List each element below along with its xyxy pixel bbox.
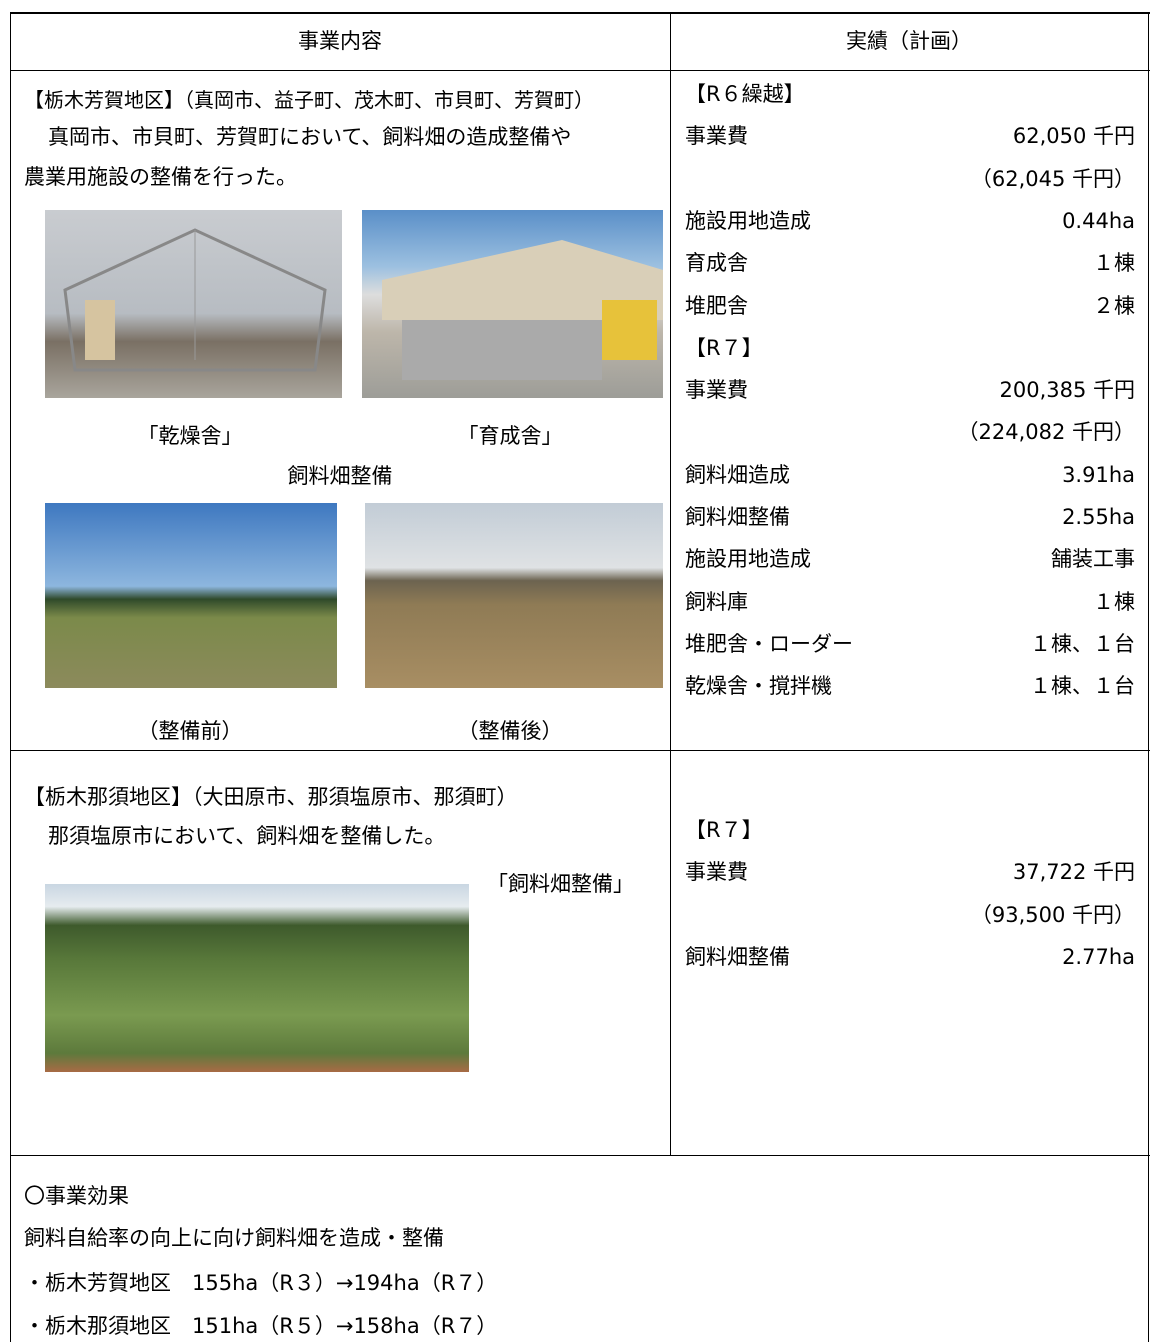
- border: [10, 1155, 1150, 1156]
- item-plan: （224,082 千円）: [957, 420, 1135, 445]
- item-label: 施設用地造成: [685, 208, 811, 233]
- photo-drawing: [382, 240, 663, 380]
- photo: [362, 210, 663, 398]
- item-label: 育成舎: [685, 251, 748, 276]
- effects-line: ・栃木那須地区 151ha（R５）→158ha（R７）: [24, 1314, 498, 1338]
- item-label: 事業費: [685, 378, 748, 403]
- effects-line: 飼料自給率の向上に向け飼料畑を造成・整備: [24, 1226, 444, 1250]
- item-label: 飼料畑整備: [685, 944, 790, 969]
- photo: [45, 503, 337, 688]
- item-label: 乾燥舎・撹拌機: [685, 674, 832, 699]
- item-value: 2.55ha: [1062, 505, 1135, 529]
- effects-title: 〇事業効果: [24, 1184, 129, 1208]
- caption: 「乾燥舎」: [137, 424, 243, 448]
- text: 真岡市、市貝町、芳賀町において、飼料畑の造成整備や: [48, 125, 572, 149]
- header: 実績（計画）: [846, 29, 972, 53]
- effects-line: ・栃木芳賀地区 155ha（R３）→194ha（R７）: [24, 1271, 498, 1295]
- item-label: 堆肥舎: [685, 293, 748, 318]
- item-plan: （93,500 千円）: [970, 902, 1135, 927]
- photo: [365, 503, 663, 688]
- border: [670, 12, 671, 1155]
- caption: （整備前）: [137, 719, 243, 743]
- item-value: 3.91ha: [1062, 462, 1135, 487]
- text: 那須塩原市において、飼料畑を整備した。: [48, 824, 446, 848]
- item-label: 飼料畑整備: [685, 505, 790, 529]
- text: 農業用施設の整備を行った。: [24, 165, 297, 189]
- item-value: １棟: [1093, 589, 1135, 614]
- item-value: 62,050 千円: [1012, 124, 1135, 149]
- photo: [45, 210, 342, 398]
- item-value: 200,385 千円: [999, 378, 1135, 403]
- border: [1148, 12, 1149, 1342]
- border: [10, 12, 11, 1342]
- period: 【R７】: [685, 818, 763, 842]
- item-value: １棟、１台: [1030, 631, 1135, 656]
- caption: 「育成舎」: [457, 424, 563, 448]
- section-title: 【栃木那須地区】（大田原市、那須塩原市、那須町）: [24, 785, 518, 809]
- caption: 飼料畑整備: [287, 464, 393, 488]
- section-title: 【栃木芳賀地区】（真岡市、益子町、茂木町、市貝町、芳賀町）: [24, 88, 594, 112]
- period: 【R７】: [685, 335, 763, 360]
- item-label: 施設用地造成: [685, 547, 811, 572]
- item-label: 事業費: [685, 124, 748, 149]
- item-label: 飼料庫: [685, 589, 748, 614]
- item-value: １棟、１台: [1030, 674, 1135, 699]
- item-label: 堆肥舎・ローダー: [685, 631, 853, 656]
- border: [10, 750, 1150, 751]
- photo: [45, 884, 469, 1072]
- item-value: 2.77ha: [1062, 944, 1135, 969]
- item-label: 飼料畑造成: [685, 462, 790, 487]
- border: [10, 70, 1150, 71]
- item-value: 0.44ha: [1062, 208, 1135, 233]
- caption: （整備後）: [457, 719, 563, 743]
- photo-drawing: [63, 228, 327, 372]
- item-value: ２棟: [1093, 293, 1135, 318]
- header: 事業内容: [298, 29, 382, 53]
- item-value: 37,722 千円: [1012, 860, 1135, 885]
- period: 【R６繰越】: [685, 82, 805, 106]
- item-value: １棟: [1093, 251, 1135, 276]
- item-plan: （62,045 千円）: [970, 166, 1135, 191]
- item-value: 舗装工事: [1051, 547, 1135, 572]
- item-label: 事業費: [685, 860, 748, 885]
- border: [10, 12, 1150, 14]
- caption: 「飼料畑整備」: [487, 872, 634, 896]
